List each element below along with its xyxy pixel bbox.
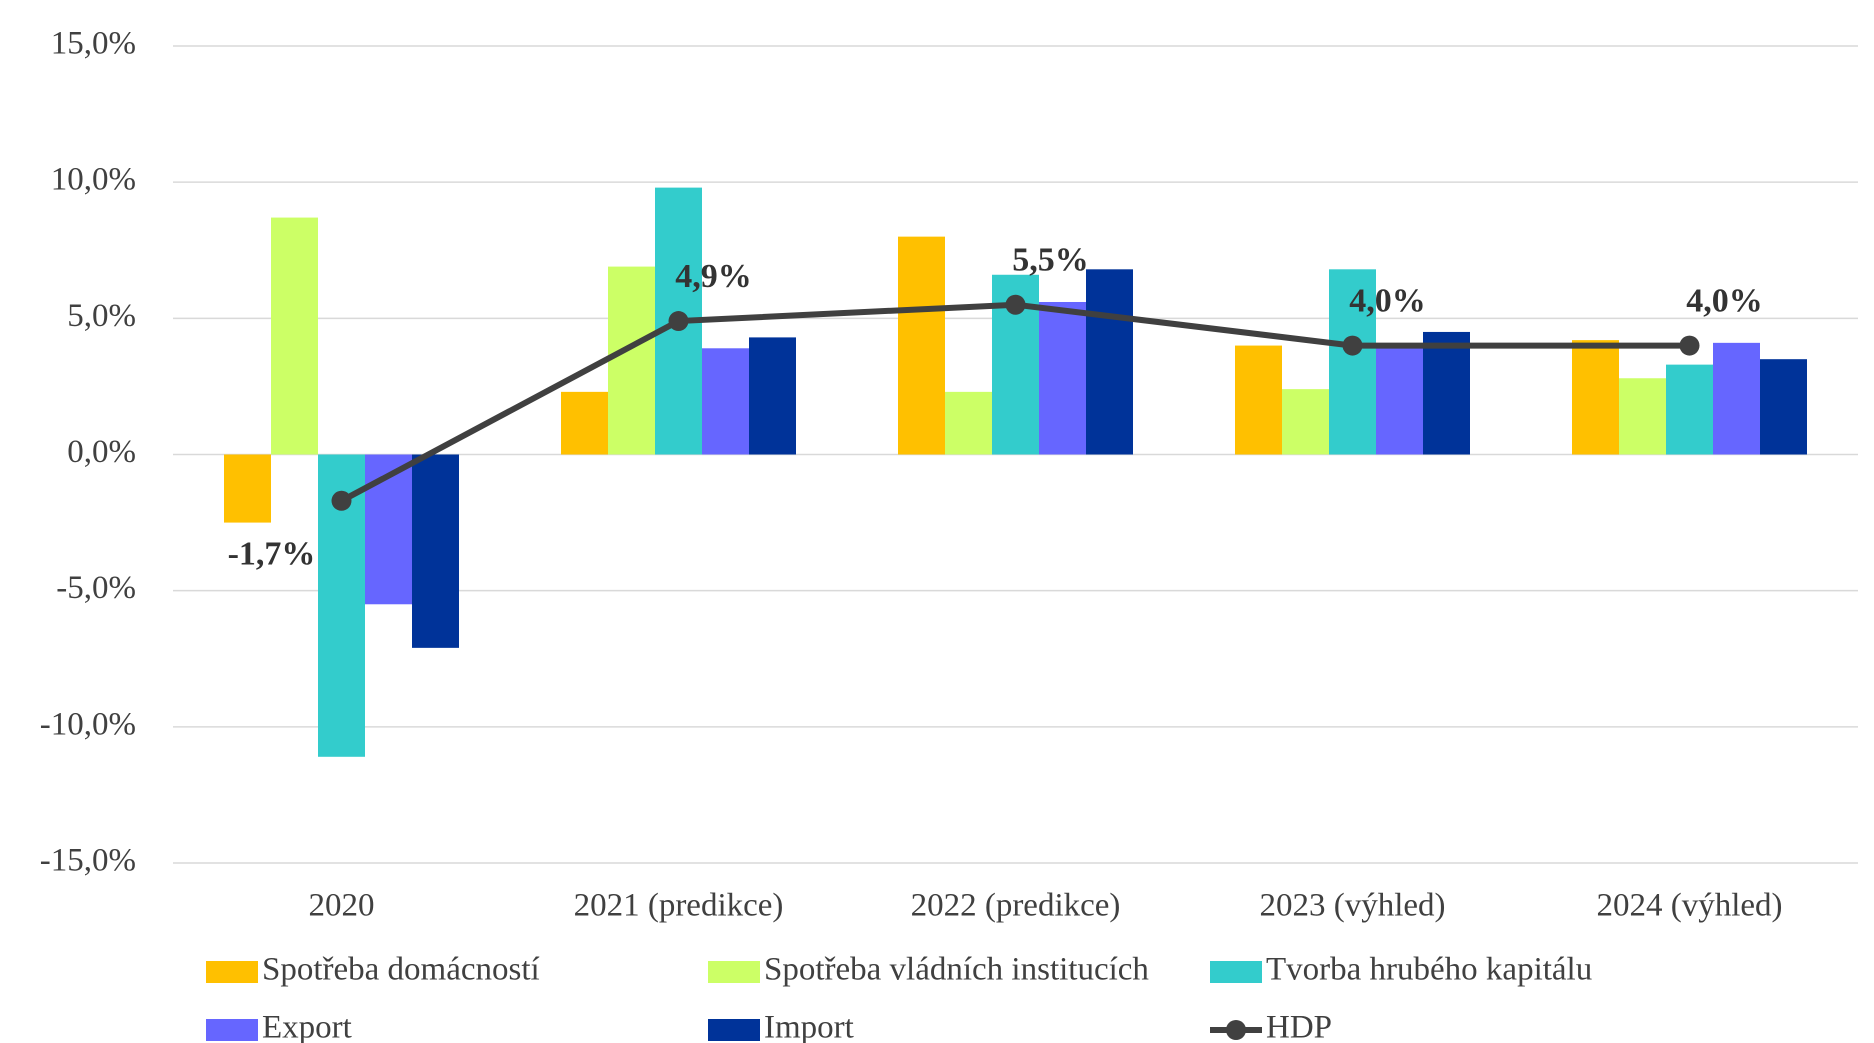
- marker: [1342, 335, 1363, 356]
- bar: [1086, 269, 1133, 455]
- x-tick-label: 2024 (výhled): [1596, 888, 1782, 924]
- legend-label: Export: [262, 1010, 352, 1043]
- data-label: 4,0%: [1686, 282, 1763, 319]
- bar: [702, 348, 749, 455]
- bar: [898, 236, 945, 455]
- legend-label: Spotřeba vládních institucích: [764, 952, 1149, 988]
- bar: [271, 217, 318, 455]
- data-label: 4,9%: [675, 258, 752, 295]
- y-tick-label: 0,0%: [67, 434, 136, 470]
- y-tick-label: 15,0%: [51, 26, 136, 62]
- legend-swatch: [708, 961, 760, 983]
- legend-swatch: [1226, 1020, 1246, 1040]
- x-tick-label: 2023 (výhled): [1259, 888, 1445, 924]
- legend-label: HDP: [1266, 1010, 1332, 1043]
- bar: [412, 454, 459, 648]
- bar: [1282, 389, 1329, 455]
- x-tick-label: 2022 (predikce): [911, 888, 1121, 924]
- y-tick-label: -5,0%: [56, 570, 136, 606]
- bar: [1039, 301, 1086, 455]
- bar: [945, 391, 992, 455]
- marker: [1005, 294, 1026, 315]
- x-tick-label: 2020: [309, 888, 375, 924]
- bar: [749, 337, 796, 455]
- y-tick-label: -15,0%: [40, 843, 136, 879]
- bar: [1376, 345, 1423, 455]
- bar: [1619, 378, 1666, 455]
- bar: [1235, 345, 1282, 455]
- bar: [1572, 340, 1619, 455]
- bar: [1666, 364, 1713, 455]
- y-tick-label: -10,0%: [40, 706, 136, 742]
- marker: [668, 311, 689, 332]
- bar: [1329, 269, 1376, 455]
- marker: [331, 490, 352, 511]
- legend-label: Import: [764, 1010, 854, 1043]
- bar: [365, 454, 412, 605]
- data-label: -1,7%: [228, 536, 316, 573]
- legend-swatch: [206, 1019, 258, 1041]
- legend-label: Tvorba hrubého kapitálu: [1266, 952, 1592, 988]
- data-label: 4,0%: [1349, 282, 1426, 319]
- bar: [1423, 331, 1470, 455]
- y-tick-label: 10,0%: [51, 162, 136, 198]
- legend-label: Spotřeba domácností: [262, 952, 540, 988]
- legend-swatch: [708, 1019, 760, 1041]
- bar: [561, 391, 608, 455]
- data-label: 5,5%: [1012, 242, 1089, 279]
- bar: [1713, 342, 1760, 455]
- bar: [1760, 359, 1807, 455]
- legend-swatch: [206, 961, 258, 983]
- bar: [224, 454, 271, 523]
- marker: [1679, 335, 1700, 356]
- y-tick-label: 5,0%: [67, 298, 136, 334]
- bar: [608, 266, 655, 455]
- x-tick-label: 2021 (predikce): [574, 888, 784, 924]
- legend-swatch: [1210, 961, 1262, 983]
